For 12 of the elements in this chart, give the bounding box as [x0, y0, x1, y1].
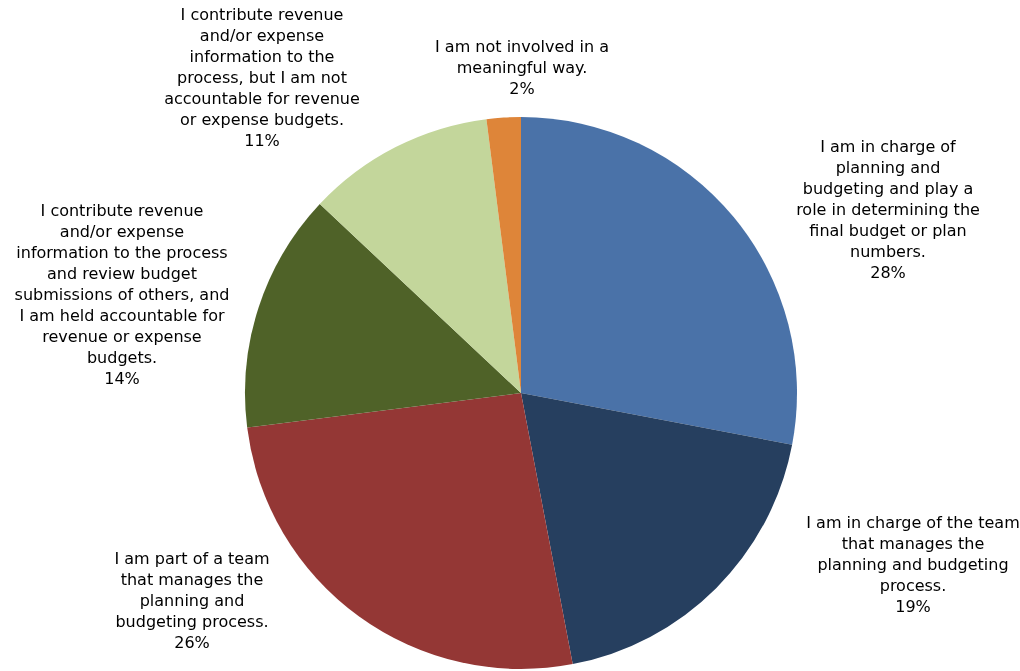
data-label: 11%: [244, 131, 280, 151]
slice-label: I am part of a team that manages the planning and budgeting process.: [114, 549, 270, 632]
data-label: 2%: [509, 79, 535, 99]
data-label: 19%: [895, 597, 931, 617]
slice-label: I am not involved in a meaningful way.: [435, 37, 609, 78]
slice-label: I am in charge of the team that manages the planning and budgeting process.: [806, 513, 1020, 596]
data-label: 14%: [104, 369, 140, 389]
slice-label: I am in charge of planning and budgeting and play a role in determining the final budget or plan numbers.: [796, 137, 980, 262]
data-label: 28%: [870, 263, 906, 283]
slice-label: I contribute revenue and/or expense information to the process, but I am not accountable for revenue or expense budgets.: [164, 5, 360, 130]
data-label: 26%: [174, 633, 210, 653]
slice-label: I contribute revenue and/or expense information to the process and review budget submissions of others, and I am held accountable for revenue or expense budgets.: [14, 201, 230, 368]
